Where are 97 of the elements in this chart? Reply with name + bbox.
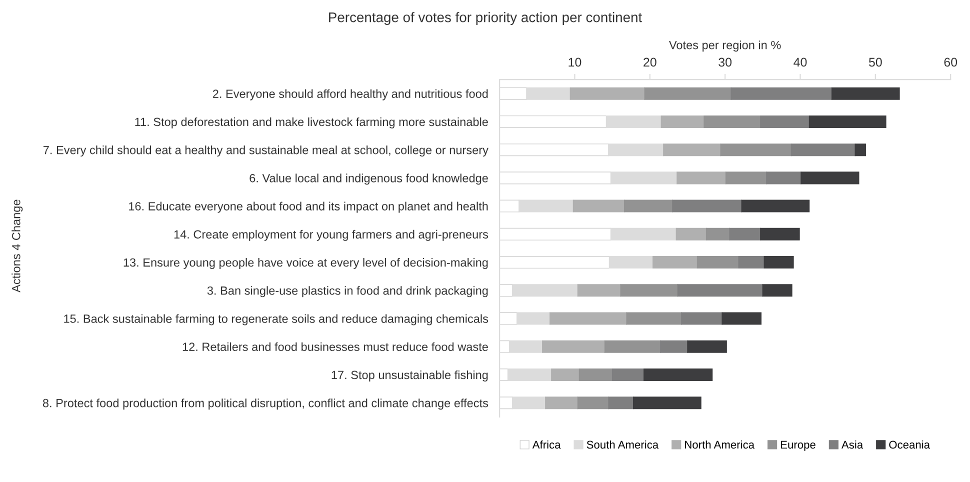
y-tick-label: 13. Ensure young people have voice at every level of decision-making	[124, 258, 488, 270]
x-axis-title: Votes per region in %	[669, 40, 781, 52]
bar	[681, 312, 722, 325]
y-tick-label: 16. Educate everyone about food and its impact on planet and health	[129, 202, 488, 213]
bar	[676, 172, 726, 184]
bar	[570, 87, 645, 100]
bar	[577, 396, 609, 410]
bar	[696, 256, 739, 269]
y-tick-label: 15. Back sustainable farming to regenerate soils and reduce damaging chemicals	[64, 314, 488, 326]
bar	[644, 87, 732, 100]
bar	[572, 200, 625, 212]
bar	[507, 368, 552, 382]
bar	[663, 144, 721, 156]
bar	[730, 87, 832, 100]
bar	[790, 144, 856, 156]
legend-label: North America	[685, 440, 755, 449]
bar	[512, 284, 578, 297]
bar	[608, 256, 654, 269]
bar	[612, 368, 644, 382]
x-tick-label: 20	[644, 58, 656, 67]
bar	[610, 228, 677, 240]
bar	[762, 284, 792, 297]
x-tick-label: 30	[718, 58, 732, 67]
bar	[577, 284, 621, 297]
bar	[672, 200, 742, 212]
bar	[500, 200, 520, 212]
bar	[766, 172, 802, 184]
y-tick-label: 3. Ban single-use plastics in food and drink packaging	[207, 286, 488, 298]
bar	[854, 144, 866, 156]
bar	[500, 284, 513, 297]
bar	[720, 144, 792, 156]
bar	[512, 396, 546, 410]
bar	[608, 396, 634, 410]
bar	[676, 228, 707, 240]
bar	[741, 200, 810, 212]
bar	[706, 228, 730, 240]
bar	[764, 256, 794, 269]
y-tick-label: 12. Retailers and food businesses must reduce food waste	[182, 342, 488, 352]
bar	[725, 172, 767, 184]
bar	[526, 87, 571, 100]
y-tick-label: 6. Value local and indigenous food knowledge	[250, 174, 488, 185]
y-tick-label: 7. Every child should eat a healthy and sustainable meal at school, college or nursery	[43, 146, 488, 157]
y-tick-label: 17. Stop unsustainable fishing	[332, 370, 488, 382]
bar	[604, 340, 661, 353]
legend-label: Asia	[841, 440, 864, 449]
bar	[500, 312, 518, 325]
bar	[738, 256, 765, 269]
bar	[500, 256, 610, 269]
bar	[550, 312, 627, 325]
bar	[687, 340, 727, 353]
bar	[500, 87, 527, 100]
bar	[644, 368, 713, 382]
bar	[800, 172, 860, 184]
bar	[610, 172, 678, 184]
bar	[660, 115, 704, 128]
bar	[760, 115, 810, 128]
bar	[500, 396, 513, 410]
bar	[633, 396, 702, 410]
bar	[542, 340, 606, 353]
bar	[831, 87, 900, 100]
x-tick-label: 10	[568, 58, 582, 67]
x-tick-label: 40	[794, 58, 807, 67]
legend-label: South America	[586, 440, 659, 449]
y-tick-label: 11. Stop deforestation and make livestock farming more sustainable	[135, 117, 488, 128]
bar	[500, 172, 612, 184]
bar	[518, 200, 574, 212]
x-tick-label: 50	[868, 58, 882, 67]
bar	[578, 368, 613, 382]
bar	[704, 115, 761, 128]
bar	[660, 340, 688, 353]
bar	[500, 228, 612, 240]
bar	[722, 312, 762, 325]
bar	[729, 228, 761, 240]
bar	[808, 115, 886, 128]
bar	[608, 144, 664, 156]
bar	[760, 228, 800, 240]
bar	[500, 115, 607, 128]
bar	[516, 312, 550, 325]
chart-title: Percentage of votes for priority action per continent	[329, 12, 642, 25]
x-tick-label: 60	[944, 58, 958, 67]
y-tick-label: 2. Everyone should afford healthy and nutritious food	[212, 89, 488, 100]
legend-label: Oceania	[889, 440, 930, 449]
y-tick-label: 14. Create employment for young farmers and agri-preneurs	[174, 230, 488, 241]
bar	[545, 396, 578, 410]
bar	[606, 115, 662, 128]
bar	[677, 284, 764, 297]
y-axis-title: Actions 4 Change	[12, 200, 23, 292]
legend-label: Europe	[780, 440, 816, 451]
bar	[508, 340, 543, 353]
bar	[624, 200, 673, 212]
bar	[551, 368, 580, 382]
y-tick-label: 8. Protect food production from political disruption, conflict and climate change effects	[42, 398, 488, 410]
bar	[626, 312, 682, 325]
legend-label: Africa	[532, 440, 561, 449]
bar	[652, 256, 698, 269]
bar	[500, 144, 609, 156]
bar	[620, 284, 678, 297]
